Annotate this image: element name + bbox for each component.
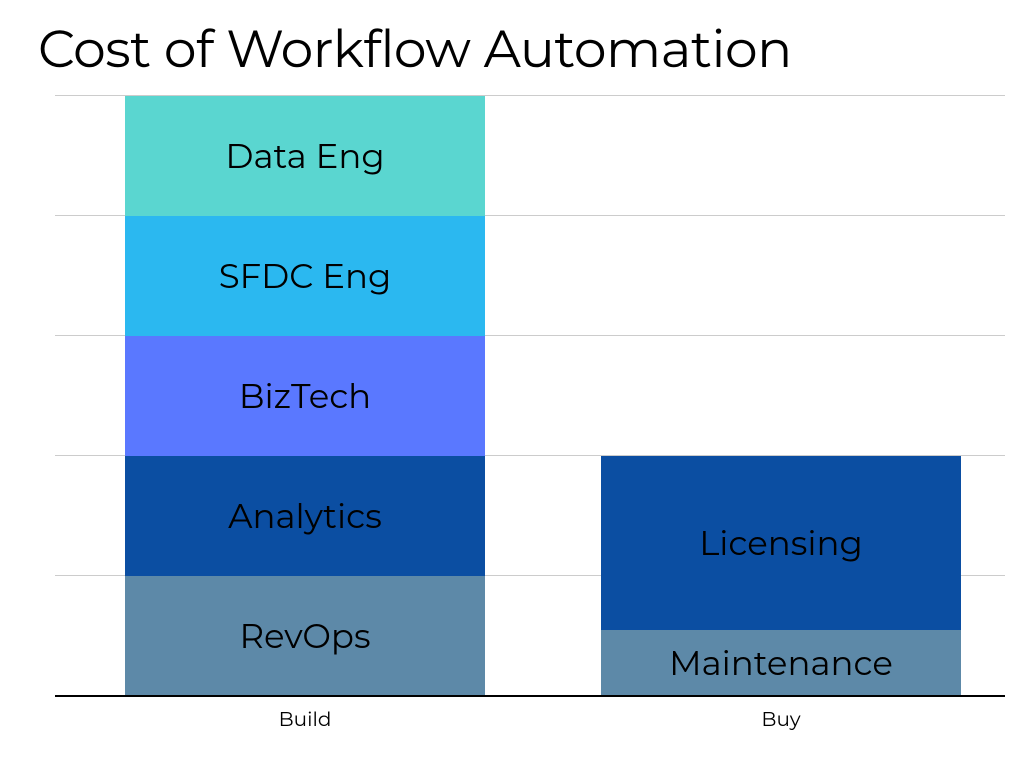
segment-revops: RevOps (125, 576, 485, 696)
bar-build: RevOps Analytics BizTech SFDC Eng Data E… (125, 96, 485, 696)
segment-sfdc-eng: SFDC Eng (125, 216, 485, 336)
x-label-build: Build (125, 708, 485, 732)
segment-maintenance: Maintenance (601, 630, 961, 696)
segment-data-eng: Data Eng (125, 96, 485, 216)
x-label-buy: Buy (601, 708, 961, 732)
bar-buy: Maintenance Licensing (601, 456, 961, 696)
segment-licensing: Licensing (601, 456, 961, 630)
segment-biztech: BizTech (125, 336, 485, 456)
chart-plot-area: RevOps Analytics BizTech SFDC Eng Data E… (55, 96, 1005, 696)
segment-analytics: Analytics (125, 456, 485, 576)
x-axis (55, 695, 1005, 697)
chart-title: Cost of Workflow Automation (38, 18, 792, 81)
